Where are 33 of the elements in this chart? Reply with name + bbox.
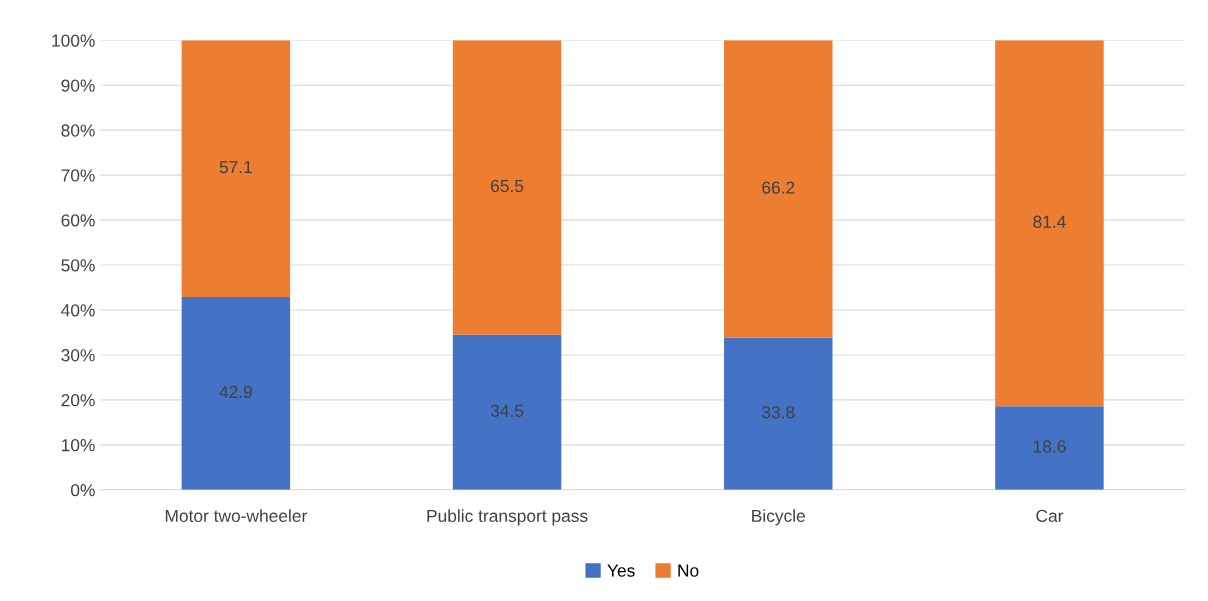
y-tick-label: 20% (61, 394, 95, 407)
data-label: 18.6 (1033, 440, 1066, 453)
x-tick-label: Motor two-wheeler (165, 509, 307, 523)
data-label: 66.2 (762, 181, 795, 194)
bar (724, 40, 833, 338)
data-label: 34.5 (490, 404, 524, 417)
legend-label: Yes (607, 564, 635, 577)
data-label: 42.9 (219, 385, 252, 399)
y-tick-label: 40% (61, 304, 95, 317)
data-label: 33.8 (762, 406, 795, 419)
bar (181, 40, 291, 297)
bar (995, 40, 1104, 407)
y-tick-label: 10% (61, 439, 95, 452)
x-tick-label: Car (1036, 509, 1064, 523)
y-tick-label: 50% (61, 259, 95, 272)
y-tick-label: 100% (52, 34, 95, 47)
bar (452, 40, 562, 335)
y-tick-label: 90% (61, 79, 95, 92)
y-tick-label: 70% (61, 169, 95, 182)
y-tick-label: 60% (61, 214, 95, 227)
data-label: 65.5 (491, 179, 524, 193)
y-tick-label: 80% (61, 124, 95, 137)
y-tick-label: 30% (61, 349, 95, 362)
legend-label: No (678, 564, 699, 577)
data-label: 57.1 (219, 161, 252, 174)
bar (452, 334, 562, 490)
bar (181, 296, 291, 490)
x-tick-label: Public transport pass (427, 509, 588, 526)
y-tick-label: 0% (70, 483, 95, 497)
data-label: 81.4 (1033, 215, 1066, 228)
x-tick-label: Bicycle (752, 509, 805, 526)
bar (995, 406, 1104, 490)
bar (724, 337, 833, 490)
